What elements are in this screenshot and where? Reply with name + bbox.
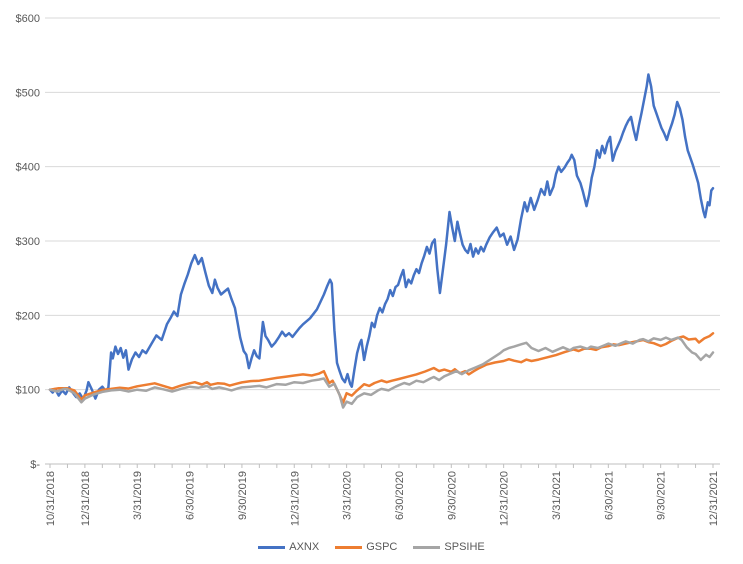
series-line-gspc xyxy=(48,332,715,404)
x-axis-tick-label: 3/31/2021 xyxy=(551,471,563,520)
x-axis-tick-label: 9/30/2021 xyxy=(656,471,668,520)
legend-swatch-gspc xyxy=(335,545,363,549)
chart-legend: AXNX GSPC SPSIHE xyxy=(0,538,743,556)
y-axis-tick-label: $100 xyxy=(16,385,40,397)
y-axis-tick-label: $300 xyxy=(16,236,40,248)
y-axis-tick-label: $200 xyxy=(16,310,40,322)
x-axis-tick-label: 9/30/2020 xyxy=(446,471,458,520)
x-axis-tick-label: 12/31/2020 xyxy=(499,471,511,526)
legend-item-gspc[interactable]: GSPC xyxy=(335,540,398,553)
series-line-axnx xyxy=(48,73,715,401)
x-axis-tick-label: 6/30/2019 xyxy=(185,471,197,520)
x-axis-tick-label: 9/30/2019 xyxy=(237,471,249,520)
y-axis-tick-label: $- xyxy=(30,459,40,471)
y-axis-tick-label: $400 xyxy=(16,162,40,174)
x-axis-tick-label: 12/31/2021 xyxy=(708,471,720,526)
legend-swatch-axnx xyxy=(258,545,286,549)
legend-label-spsihe: SPSIHE xyxy=(444,540,485,553)
legend-label-axnx: AXNX xyxy=(289,540,320,553)
x-axis-tick-label: 6/30/2021 xyxy=(603,471,615,520)
legend-swatch-spsihe xyxy=(413,545,441,549)
y-axis-tick-label: $600 xyxy=(16,13,40,25)
legend-item-spsihe[interactable]: SPSIHE xyxy=(413,540,485,553)
x-axis-tick-label: 3/31/2020 xyxy=(342,471,354,520)
x-axis-tick-label: 12/31/2018 xyxy=(80,471,92,526)
x-axis-tick-label: 10/31/2018 xyxy=(45,471,57,526)
y-axis-tick-label: $500 xyxy=(16,87,40,99)
x-axis-tick-label: 6/30/2020 xyxy=(394,471,406,520)
x-axis-tick-label: 3/31/2019 xyxy=(132,471,144,520)
legend-label-gspc: GSPC xyxy=(366,540,398,553)
x-axis-tick-label: 12/31/2019 xyxy=(289,471,301,526)
series-line-spsihe xyxy=(48,336,715,409)
legend-item-axnx[interactable]: AXNX xyxy=(258,540,320,553)
